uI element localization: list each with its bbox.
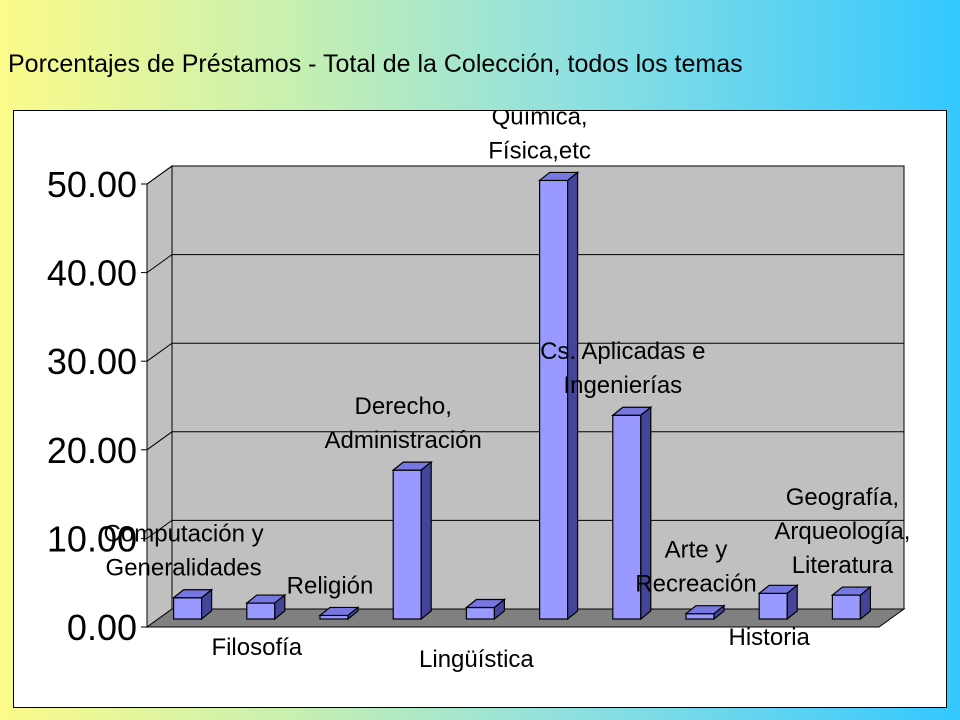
category-label: Administración [324,427,481,454]
bar-front [612,414,642,620]
bar-front [758,592,788,620]
bar-chart: 0.00 10.00 20.00 30.00 40.00 50.00 Computació… [47,111,911,673]
bar-side [493,598,505,621]
category-label: Filosofía [211,634,302,661]
category-label: Religión [287,572,374,599]
bar-side [713,604,725,621]
bar [611,405,653,621]
category-label: Arte y [665,537,728,564]
bar-side [420,460,432,621]
bar-side [201,588,213,621]
bar [391,460,433,621]
bar-side [859,585,872,621]
category-label: Ingenierías [563,372,682,399]
category-label: Literatura [792,552,894,579]
y-tick-label: 10.00 [47,518,137,559]
y-tick-label: 30.00 [47,341,137,382]
bar [830,585,873,621]
bar [537,171,580,621]
bar-front [831,594,862,620]
bar [318,606,360,621]
category-label: Arqueología, [774,518,910,545]
chart-frame: 0.00 10.00 20.00 30.00 40.00 50.00 Computació… [13,110,947,708]
category-label: Química, [492,111,588,130]
y-tick-label: 20.00 [47,430,137,471]
bar [757,584,799,621]
bar-side [786,584,798,621]
y-tick-label: 40.00 [47,253,137,294]
bar-front [246,602,276,620]
gridline [146,165,904,185]
category-label: Cs. Aplicadas e [540,338,705,365]
bar-front [465,606,495,620]
bar-side [640,405,652,621]
bar [684,604,726,621]
bar-front [392,469,422,620]
y-tick-label: 50.00 [47,164,137,205]
category-labels: Computación y Generalidades Filosofía Relig… [104,111,911,673]
category-label: Computación y [104,521,264,548]
bar-side [274,593,286,621]
slide-title: Porcentajes de Préstamos - Total de la C… [8,50,743,78]
gridline [146,431,904,451]
bar-side [566,171,579,621]
gridline [146,254,904,274]
category-label: Historia [729,624,811,651]
gridline [146,342,904,362]
category-label: Generalidades [106,555,262,582]
bar [171,588,214,621]
gridlines [146,165,904,539]
bar-side [347,606,359,621]
bars [171,171,873,621]
bar [464,598,507,621]
category-label: Geografía, [786,484,899,511]
bar-front [685,613,715,620]
gridline [146,519,904,539]
category-label: Física,etc [488,137,591,164]
category-label: Derecho, [355,393,452,420]
category-label: Recreación [635,571,756,598]
bar [245,593,287,621]
category-label: Lingüística [419,646,534,673]
y-tick-label: 0.00 [67,607,137,648]
y-axis-ticks: 0.00 10.00 20.00 30.00 40.00 50.00 [47,164,148,648]
bar-front [173,597,203,620]
bar-front [538,179,569,620]
